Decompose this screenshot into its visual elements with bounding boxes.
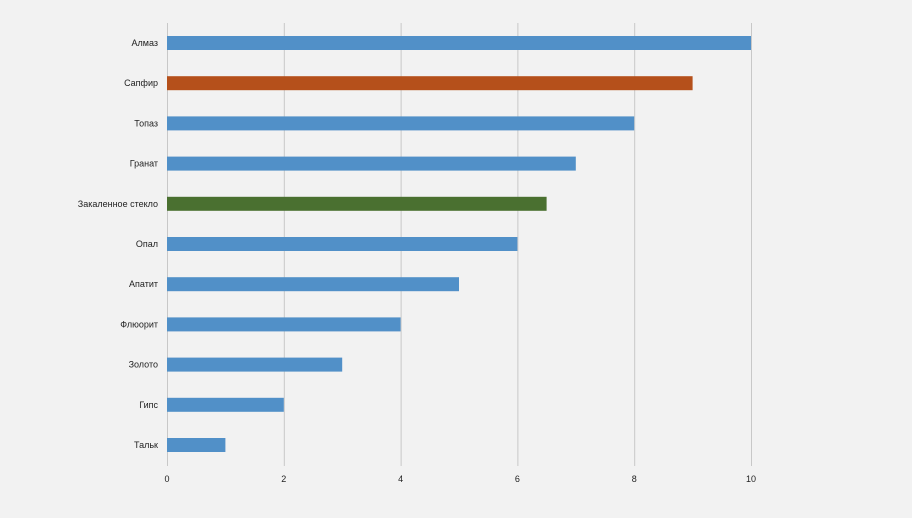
x-tick-label: 2 — [281, 474, 286, 484]
bar — [167, 196, 547, 211]
bar — [167, 397, 284, 412]
bars — [167, 36, 751, 452]
category-label: Апатит — [129, 279, 158, 289]
category-label: Гипс — [139, 400, 158, 410]
x-tick-label: 4 — [398, 474, 403, 484]
x-tick-label: 8 — [632, 474, 637, 484]
x-tick-label: 0 — [164, 474, 169, 484]
category-label: Гранат — [130, 159, 158, 169]
category-label: Топаз — [134, 118, 158, 128]
bar — [167, 317, 401, 332]
bar — [167, 277, 459, 292]
category-label: Алмаз — [132, 38, 158, 48]
category-label: Золото — [129, 360, 158, 370]
bar — [167, 438, 226, 452]
category-label: Опал — [136, 239, 158, 249]
x-tick-label: 10 — [746, 474, 756, 484]
bar — [167, 36, 751, 50]
bar — [167, 237, 518, 251]
category-label: Сапфир — [124, 78, 158, 88]
category-label: Закаленное стекло — [78, 199, 158, 209]
category-label: Тальк — [134, 440, 158, 450]
category-labels: Алмаз Сапфир Топаз Гранат Закаленное стекло О… — [78, 38, 159, 450]
x-tick-label: 6 — [515, 474, 520, 484]
bar — [167, 116, 635, 131]
bar — [167, 357, 343, 372]
category-label: Флюорит — [120, 319, 158, 329]
bar — [167, 156, 576, 171]
x-axis-ticks: 0 2 4 6 8 10 — [164, 474, 756, 484]
bar — [167, 76, 693, 91]
